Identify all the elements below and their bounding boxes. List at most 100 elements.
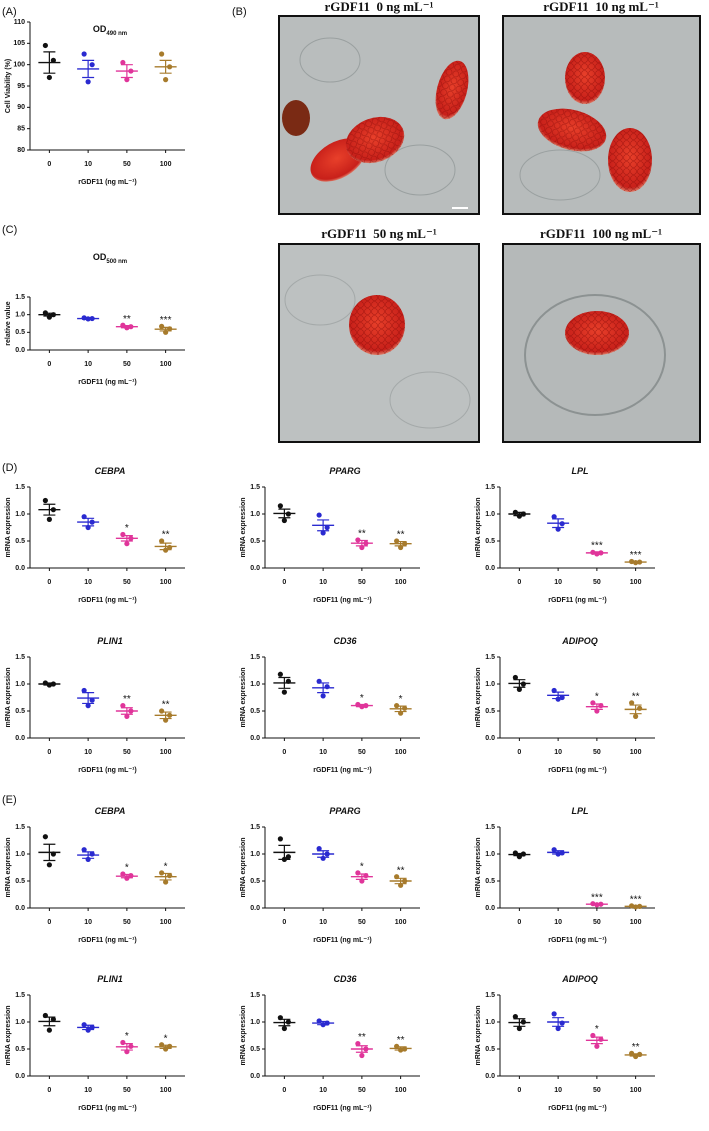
x-tick-label: 0 [517, 1087, 521, 1094]
y-tick-label: 0.5 [250, 538, 260, 545]
data-point [281, 1025, 287, 1032]
x-tick-label: 10 [84, 919, 92, 926]
x-tick-label: 100 [395, 749, 407, 756]
y-tick-label: 0.5 [15, 329, 25, 336]
x-axis-label: rGDF11 (ng mL⁻¹) [548, 767, 607, 774]
y-axis-label: mRNA expression [475, 497, 482, 557]
y-axis-label: relative value [5, 301, 12, 345]
data-point [46, 74, 52, 81]
significance-label: ** [358, 529, 366, 540]
x-tick-label: 10 [319, 579, 327, 586]
chart-title: PPARG [329, 806, 360, 816]
data-point [159, 538, 165, 544]
y-tick-label: 1.5 [15, 294, 25, 301]
data-point [316, 846, 322, 852]
title-text: ADIPOQ [561, 636, 598, 646]
y-tick-label: 0.0 [15, 905, 25, 912]
x-axis-label: rGDF11 (ng mL⁻¹) [548, 597, 607, 604]
x-tick-label: 100 [160, 579, 172, 586]
y-tick-label: 1.0 [250, 511, 260, 518]
x-tick-label: 50 [593, 1087, 601, 1094]
data-point [320, 693, 326, 699]
significance-label: *** [160, 315, 172, 326]
y-axis-label: mRNA expression [240, 667, 247, 727]
x-tick-label: 100 [630, 749, 642, 756]
x-tick-label: 0 [47, 749, 51, 756]
data-point [46, 862, 52, 868]
y-axis-label: mRNA expression [5, 497, 12, 557]
significance-label: *** [630, 894, 642, 905]
y-tick-label: 0.5 [15, 1046, 25, 1053]
chart-title: PLIN1 [97, 636, 123, 646]
panel-label: (D) [2, 462, 17, 474]
y-tick-label: 1.5 [485, 824, 495, 831]
x-tick-label: 0 [282, 919, 286, 926]
y-axis-label: mRNA expression [240, 497, 247, 557]
panel-label: (B) [232, 6, 247, 18]
data-point [46, 1027, 52, 1033]
x-axis-label: rGDF11 (ng mL⁻¹) [78, 597, 137, 604]
y-axis-label: mRNA expression [475, 837, 482, 897]
image-title: rGDF11 10 ng mL⁻¹ [543, 0, 659, 14]
x-tick-label: 50 [593, 919, 601, 926]
data-point [81, 51, 87, 57]
title-text: OD [93, 252, 107, 262]
chart-title: CEBPA [95, 466, 126, 476]
y-tick-label: 1.5 [485, 992, 495, 999]
x-axis-label: rGDF11 (ng mL⁻¹) [313, 937, 372, 944]
chart-title: OD490 nm [93, 24, 127, 36]
x-tick-label: 0 [517, 919, 521, 926]
significance-label: * [164, 862, 168, 873]
x-tick-label: 10 [554, 919, 562, 926]
x-tick-label: 0 [47, 161, 51, 168]
data-point [159, 51, 165, 57]
y-tick-label: 1.5 [250, 824, 260, 831]
significance-label: * [595, 692, 599, 703]
x-tick-label: 10 [84, 361, 92, 368]
x-tick-label: 100 [160, 749, 172, 756]
x-tick-label: 100 [630, 919, 642, 926]
panel-label: (A) [2, 6, 17, 18]
x-axis-label: rGDF11 (ng mL⁻¹) [78, 937, 137, 944]
y-tick-label: 1.0 [15, 1019, 25, 1026]
y-tick-label: 0.0 [485, 905, 495, 912]
data-point [42, 834, 48, 840]
y-tick-label: 0.0 [485, 1073, 495, 1080]
x-tick-label: 10 [554, 1087, 562, 1094]
x-tick-label: 10 [84, 1087, 92, 1094]
data-point [285, 854, 291, 860]
x-axis-label: rGDF11 (ng mL⁻¹) [313, 1105, 372, 1112]
data-point [124, 77, 130, 83]
significance-label: *** [630, 550, 642, 561]
chart-title: PLIN1 [97, 974, 123, 984]
data-point [551, 514, 557, 520]
y-tick-label: 1.5 [15, 992, 25, 999]
significance-label: * [595, 1024, 599, 1035]
significance-label: ** [162, 530, 170, 541]
data-point [320, 530, 326, 536]
significance-label: *** [591, 892, 603, 903]
x-tick-label: 10 [319, 749, 327, 756]
data-point [594, 1043, 600, 1049]
x-tick-label: 50 [123, 361, 131, 368]
y-tick-label: 0.0 [15, 1073, 25, 1080]
data-point [42, 42, 48, 49]
data-point [281, 689, 287, 695]
y-tick-label: 0.0 [250, 565, 260, 572]
y-tick-label: 0.0 [250, 905, 260, 912]
x-tick-label: 0 [47, 361, 51, 368]
y-tick-label: 1.5 [15, 824, 25, 831]
y-tick-label: 1.5 [485, 654, 495, 661]
data-point [89, 697, 95, 703]
y-tick-label: 1.0 [485, 851, 495, 858]
y-tick-label: 1.0 [250, 1019, 260, 1026]
y-tick-label: 1.5 [250, 654, 260, 661]
data-point [359, 1052, 365, 1059]
significance-label: * [360, 862, 364, 873]
x-tick-label: 50 [358, 749, 366, 756]
data-point [89, 62, 95, 68]
y-tick-label: 0.0 [485, 565, 495, 572]
y-tick-label: 1.0 [485, 1019, 495, 1026]
y-axis-label: mRNA expression [5, 1005, 12, 1065]
data-point [555, 1025, 561, 1032]
